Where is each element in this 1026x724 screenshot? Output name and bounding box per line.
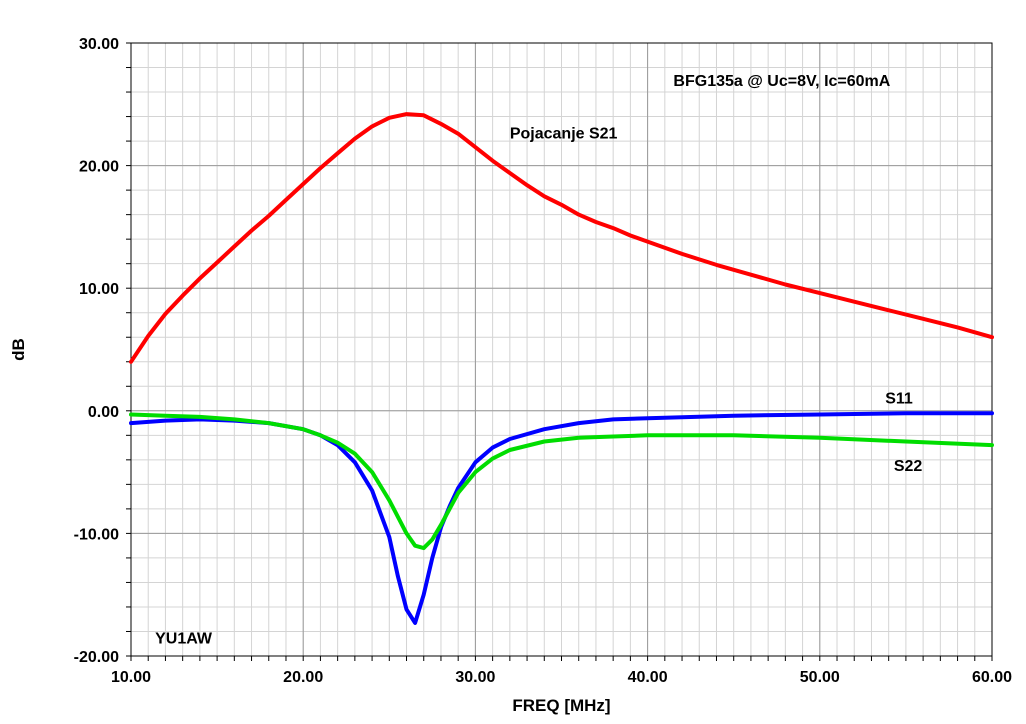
chart-annotation: S22 — [894, 458, 923, 475]
series-layer — [129, 112, 994, 625]
series-line-1 — [129, 112, 994, 364]
y-tick-label: -10.00 — [74, 526, 119, 543]
y-tick-label: -20.00 — [74, 649, 119, 666]
y-tick-label: 20.00 — [79, 159, 119, 176]
x-tick-label: 20.00 — [283, 669, 323, 686]
x-tick-label: 10.00 — [111, 669, 151, 686]
chart-annotation: S11 — [885, 390, 913, 407]
x-tick-label: 40.00 — [628, 669, 668, 686]
tick-marks — [126, 42, 993, 661]
x-tick-labels: 10.00 20.00 30.00 40.00 50.00 60.00 — [111, 669, 1012, 686]
y-tick-label: 30.00 — [79, 36, 119, 53]
x-axis-title: FREQ [MHz] — [512, 696, 610, 715]
annotation-layer: BFG135a @ Uc=8V, Ic=60mA Pojacanje S21 S11… — [155, 73, 922, 648]
x-tick-label: 50.00 — [800, 669, 840, 686]
y-tick-labels: 30.00 20.00 10.00 0.00 -10.00 -20.00 — [74, 36, 119, 666]
series-line-3 — [129, 412, 994, 551]
chart-annotation: BFG135a @ Uc=8V, Ic=60mA — [673, 73, 890, 90]
y-tick-label: 10.00 — [79, 281, 119, 298]
chart-annotation: Pojacanje S21 — [510, 126, 618, 143]
x-tick-label: 60.00 — [972, 669, 1012, 686]
x-tick-label: 30.00 — [455, 669, 495, 686]
chart-annotation: YU1AW — [155, 631, 213, 648]
y-axis-title: dB — [9, 338, 28, 361]
y-tick-label: 0.00 — [88, 404, 119, 421]
